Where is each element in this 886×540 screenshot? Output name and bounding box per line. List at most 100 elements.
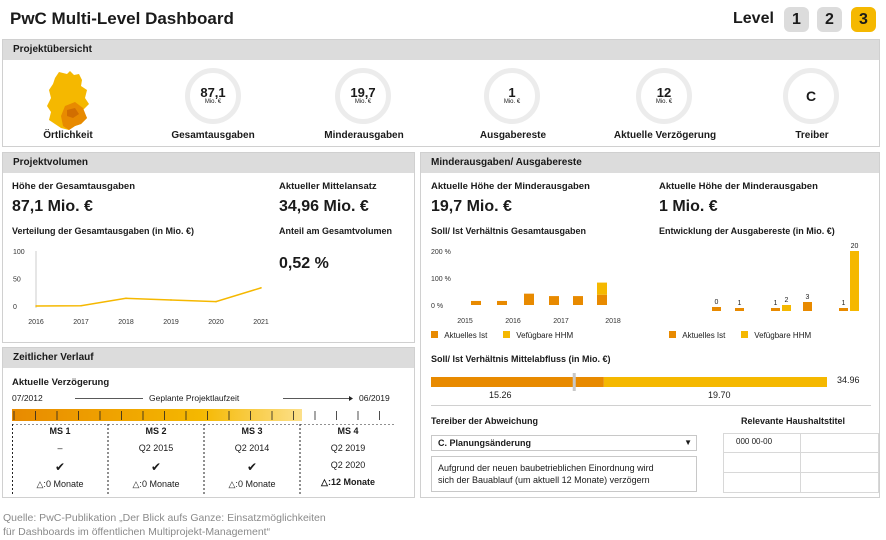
treiber-text-line1: Aufgrund der neuen baubetrieblichen Eino… <box>438 463 654 473</box>
milestone-1[interactable]: MS 1 – ✔ △:0 Monate <box>12 426 108 490</box>
y-tick-label: 100 % <box>431 276 451 283</box>
haushalt-cell[interactable] <box>800 472 879 493</box>
haushalt-cell[interactable] <box>723 472 801 493</box>
gesamtausgaben-circle[interactable]: 87,1 Mio. € <box>185 68 241 124</box>
check-icon: ✔ <box>246 460 258 474</box>
legend-hhm-left: Vefügbare HHM <box>503 331 573 340</box>
level-1-button[interactable]: 1 <box>784 7 809 32</box>
level-3-button[interactable]: 3 <box>851 7 876 32</box>
ms-delay: △:12 Monate <box>321 477 375 487</box>
minder-title: Minderausgaben/ Ausgabereste <box>421 153 879 173</box>
ms-plan: Q2 2019 <box>330 443 366 453</box>
divider <box>431 405 871 406</box>
x-tick-label: 2021 <box>253 319 269 326</box>
bar-label: 1 <box>842 300 846 307</box>
level-label: Level <box>733 10 774 27</box>
treiber-circle[interactable]: C <box>783 68 839 124</box>
abfluss-rest-label: 19.70 <box>708 390 731 400</box>
overview-panel: Projektübersicht Örtlichkeit 87,1 Mio. €… <box>2 39 880 147</box>
x-tick-label: 2019 <box>163 319 179 326</box>
gesamtausgaben-label: Gesamtausgaben <box>171 130 255 141</box>
abfluss-rest-segment <box>603 377 827 387</box>
germany-map-icon[interactable] <box>45 70 91 132</box>
haushalt-cell[interactable]: 000 00-00 <box>723 433 801 453</box>
abfluss-total: 34.96 <box>837 375 860 385</box>
legend-label: Aktuelles Ist <box>444 331 488 340</box>
ausgabereste-chart-title: Entwicklung der Ausgabereste (in Mio. €) <box>659 226 835 236</box>
ms-delay: △:0 Monate <box>228 479 276 489</box>
haushalt-cell[interactable] <box>800 452 879 473</box>
gesamtausgaben-heading: Höhe der Gesamtausgaben <box>12 181 136 192</box>
x-tick-label: 2015 <box>457 318 473 325</box>
bar-hhm <box>850 251 859 311</box>
treiber-description[interactable]: Aufgrund der neuen baubetrieblichen Eino… <box>431 456 697 492</box>
milestone-3[interactable]: MS 3 Q2 2014 ✔ △:0 Monate <box>204 426 300 490</box>
ausgabereste-unit: Mio. € <box>503 99 521 105</box>
bar-ist <box>524 293 534 305</box>
gesamtausgaben-value: 87,1 <box>200 85 226 100</box>
bar-hhm <box>597 282 607 295</box>
verzoegerung-circle[interactable]: 12 Mio. € <box>636 68 692 124</box>
ms-name: MS 3 <box>241 426 263 436</box>
minderausgaben-unit: Mio. € <box>354 99 372 105</box>
line-point <box>215 300 217 303</box>
bar-ist <box>597 294 607 305</box>
source-footer: Quelle: PwC-Publikation „Der Blick aufs … <box>3 511 326 539</box>
bar-label: 1 <box>774 300 778 307</box>
footer-line1: Quelle: PwC-Publikation „Der Blick aufs … <box>3 512 326 524</box>
milestone-2[interactable]: MS 2 Q2 2015 ✔ △:0 Monate <box>108 426 204 490</box>
abfluss-bar[interactable] <box>431 373 831 405</box>
zeit-panel: Zeitlicher Verlauf Aktuelle Verzögerung … <box>2 347 415 498</box>
soll-ist-bar-chart[interactable]: 200 % 100 % 0 % 2015 2016 2017 2018 <box>421 241 636 327</box>
treiber-heading: Tereiber der Abweichung <box>431 416 539 426</box>
minder-left-value: 19,7 Mio. € <box>431 198 512 215</box>
verteilung-line-chart[interactable]: 100 50 0 2016 2017 2018 2019 2020 2021 <box>3 241 273 331</box>
haushalt-grid: 000 00-00 <box>723 433 879 493</box>
line-point <box>170 299 172 301</box>
x-tick-label: 2018 <box>605 318 621 325</box>
bar-ist <box>497 300 507 305</box>
projektvolumen-title: Projektvolumen <box>3 153 414 173</box>
timeline-progress <box>12 409 302 421</box>
ms-name: MS 4 <box>337 426 359 436</box>
minderausgaben-circle[interactable]: 19,7 Mio. € <box>335 68 391 124</box>
minder-right-value: 1 Mio. € <box>659 198 718 215</box>
ms-plan: – <box>57 443 63 453</box>
zeit-title: Zeitlicher Verlauf <box>3 348 414 368</box>
treiber-select[interactable]: C. Planungsänderung ▼ <box>431 435 697 451</box>
ms-plan: Q2 2015 <box>138 443 174 453</box>
check-icon: ✔ <box>54 460 66 474</box>
legend-label: Vefügbare HHM <box>754 331 812 340</box>
chevron-down-icon[interactable]: ▼ <box>684 438 692 447</box>
timeline-bar[interactable] <box>12 407 407 427</box>
legend-hhm-right: Vefügbare HHM <box>741 331 811 340</box>
line-point <box>260 287 262 289</box>
haushalt-cell[interactable] <box>800 433 879 453</box>
x-tick-label: 2020 <box>208 319 224 326</box>
footer-line2: für Dashboards im öffentlichen Multiproj… <box>3 526 271 538</box>
haushalt-cell[interactable] <box>723 452 801 473</box>
bar-label: 20 <box>851 243 859 250</box>
verteilung-chart-title: Verteilung der Gesamtausgaben (in Mio. €… <box>12 226 195 236</box>
anteil-value: 0,52 % <box>279 255 329 272</box>
milestone-4[interactable]: MS 4 Q2 2019 Q2 2020 △:12 Monate <box>300 426 396 488</box>
abfluss-ist-segment <box>431 377 604 387</box>
gesamtausgaben-amount: 87,1 Mio. € <box>12 198 93 215</box>
soll-ist-chart-title: Soll/ Ist Verhältnis Gesamtausgaben <box>431 226 587 236</box>
line-point <box>80 304 82 307</box>
legend-swatch <box>503 331 510 338</box>
bar-label: 0 <box>715 299 719 306</box>
y-tick-label: 0 % <box>431 303 443 310</box>
anteil-heading: Anteil am Gesamtvolumen <box>279 226 393 236</box>
ms-plan: Q2 2014 <box>234 443 270 453</box>
minder-panel: Minderausgaben/ Ausgabereste Aktuelle Hö… <box>420 152 880 498</box>
bar-hhm <box>782 305 791 311</box>
minder-right-heading: Aktuelle Höhe der Minderausgaben <box>659 181 818 192</box>
level-2-button[interactable]: 2 <box>817 7 842 32</box>
ausgabereste-label: Ausgabereste <box>479 130 547 141</box>
legend-swatch <box>431 331 438 338</box>
legend-swatch <box>669 331 676 338</box>
bar-ist <box>735 308 744 311</box>
ausgabereste-circle[interactable]: 1 Mio. € <box>484 68 540 124</box>
